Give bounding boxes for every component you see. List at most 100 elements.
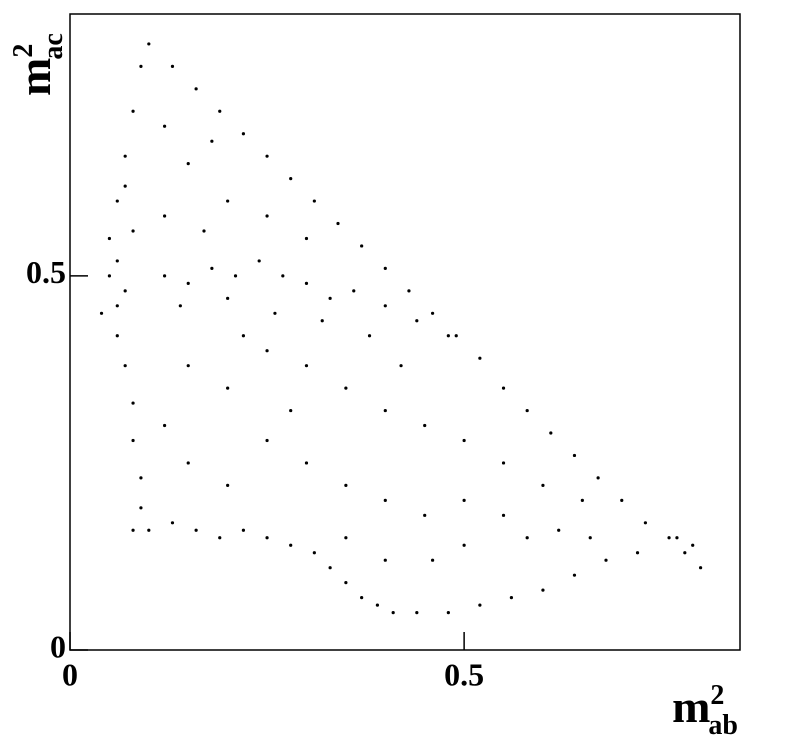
point: [194, 87, 198, 91]
point: [233, 274, 238, 278]
point: [281, 274, 285, 278]
point: [312, 551, 316, 555]
point: [320, 319, 324, 323]
point: [139, 506, 143, 510]
point: [549, 431, 553, 435]
point: [304, 364, 309, 368]
point: [454, 334, 458, 338]
point: [683, 551, 687, 555]
point: [115, 334, 119, 338]
y-title-sub: ac: [38, 33, 69, 59]
point: [131, 109, 135, 113]
point: [478, 603, 482, 607]
point: [115, 259, 119, 263]
point: [186, 461, 190, 465]
point: [139, 64, 143, 68]
point: [265, 349, 269, 353]
point: [501, 461, 506, 465]
point: [257, 259, 261, 263]
point: [162, 274, 167, 278]
point: [265, 214, 269, 218]
point: [241, 334, 246, 338]
point: [265, 536, 269, 540]
point: [423, 423, 427, 428]
point: [289, 543, 293, 547]
point: [99, 311, 104, 315]
point: [123, 364, 127, 368]
x-tick-label: 0: [62, 656, 78, 692]
point: [312, 199, 316, 203]
point: [462, 438, 466, 443]
point: [525, 408, 529, 413]
point: [344, 483, 348, 487]
point: [289, 408, 293, 413]
point: [226, 296, 230, 300]
point: [375, 603, 380, 607]
point: [430, 311, 435, 315]
point: [501, 386, 506, 390]
point: [147, 42, 151, 46]
point: [572, 573, 577, 577]
point: [226, 386, 230, 390]
y-tick-label: 0.5: [26, 254, 66, 290]
point: [415, 319, 419, 323]
point: [399, 364, 403, 368]
point: [170, 521, 175, 525]
point: [541, 588, 545, 592]
point: [557, 528, 561, 532]
point: [509, 596, 514, 600]
point: [604, 558, 608, 562]
point: [115, 304, 119, 308]
point: [643, 521, 648, 525]
point: [178, 304, 182, 308]
y-title-base: m: [9, 58, 60, 96]
point: [478, 356, 482, 360]
point: [541, 483, 545, 487]
point: [115, 199, 119, 203]
point: [462, 498, 466, 502]
point: [131, 438, 135, 443]
point: [352, 289, 356, 293]
point: [265, 154, 269, 158]
point: [194, 528, 198, 532]
point: [304, 236, 309, 241]
point: [131, 401, 135, 405]
point: [698, 566, 703, 570]
point: [344, 386, 348, 390]
point: [304, 461, 309, 465]
point: [162, 214, 167, 218]
point: [131, 229, 135, 233]
point: [383, 408, 387, 413]
point: [423, 513, 427, 517]
point: [218, 536, 222, 540]
point: [241, 528, 246, 532]
point: [462, 543, 466, 547]
point: [328, 566, 332, 570]
y-axis-title: m2ac: [8, 33, 69, 96]
point: [162, 423, 167, 428]
point: [446, 610, 450, 615]
point: [360, 244, 364, 248]
point: [289, 177, 293, 181]
point: [226, 483, 230, 487]
point: [202, 229, 206, 233]
point: [273, 311, 277, 315]
point: [572, 453, 577, 458]
y-tick-label: 0: [50, 628, 66, 664]
y-title-sup: 2: [8, 44, 39, 58]
point: [501, 513, 506, 517]
point: [162, 124, 167, 128]
point: [336, 221, 340, 226]
point: [525, 536, 529, 540]
point: [344, 581, 348, 585]
point: [139, 476, 143, 480]
point: [675, 536, 679, 540]
point: [210, 139, 214, 143]
point: [186, 162, 190, 166]
point: [383, 498, 387, 502]
point: [107, 236, 112, 241]
point: [407, 289, 411, 293]
point: [391, 610, 395, 615]
